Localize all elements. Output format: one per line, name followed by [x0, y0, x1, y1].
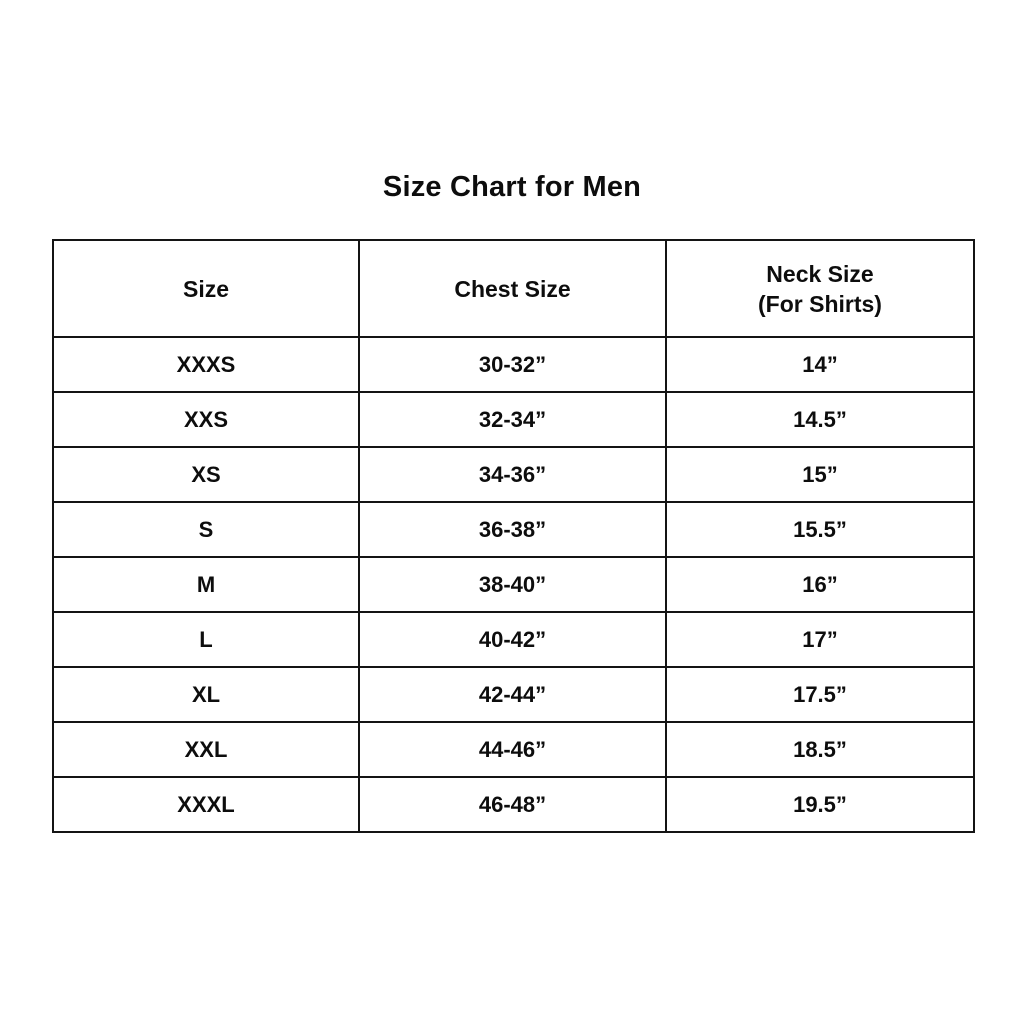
- cell-size: XXS: [52, 391, 360, 448]
- column-header-neck-size: Neck Size (For Shirts): [665, 239, 975, 338]
- table-row: M 38-40” 16”: [52, 556, 975, 613]
- table-row: XXS 32-34” 14.5”: [52, 391, 975, 448]
- cell-size: XS: [52, 446, 360, 503]
- table-row: XXXL 46-48” 19.5”: [52, 776, 975, 833]
- cell-neck: 17.5”: [665, 666, 975, 723]
- column-header-chest-size-label: Chest Size: [454, 275, 571, 302]
- table-row: S 36-38” 15.5”: [52, 501, 975, 558]
- column-header-size: Size: [52, 239, 360, 338]
- column-header-chest-size: Chest Size: [358, 239, 667, 338]
- cell-neck: 18.5”: [665, 721, 975, 778]
- column-header-size-label: Size: [182, 275, 230, 302]
- cell-chest: 36-38”: [358, 501, 667, 558]
- table-row: XS 34-36” 15”: [52, 446, 975, 503]
- cell-size: M: [52, 556, 360, 613]
- cell-neck: 19.5”: [665, 776, 975, 833]
- size-chart-table: Size Chest Size Neck Size (For Shirts) X…: [52, 239, 975, 833]
- cell-chest: 30-32”: [358, 336, 667, 393]
- cell-size: XXXL: [52, 776, 360, 833]
- page-title: Size Chart for Men: [382, 171, 642, 203]
- cell-neck: 16”: [665, 556, 975, 613]
- cell-chest: 34-36”: [358, 446, 667, 503]
- cell-size: L: [52, 611, 360, 668]
- cell-size: S: [52, 501, 360, 558]
- cell-size: XXL: [52, 721, 360, 778]
- cell-neck: 17”: [665, 611, 975, 668]
- cell-size: XL: [52, 666, 360, 723]
- cell-chest: 38-40”: [358, 556, 667, 613]
- table-header: Size Chest Size Neck Size (For Shirts): [52, 239, 975, 338]
- size-chart-table-container: Size Chest Size Neck Size (For Shirts) X…: [52, 239, 975, 833]
- table-row: XXXS 30-32” 14”: [52, 336, 975, 393]
- table-row: XL 42-44” 17.5”: [52, 666, 975, 723]
- table-header-row: Size Chest Size Neck Size (For Shirts): [52, 239, 975, 338]
- table-row: XXL 44-46” 18.5”: [52, 721, 975, 778]
- column-header-neck-size-sublabel: (For Shirts): [758, 290, 882, 317]
- cell-chest: 46-48”: [358, 776, 667, 833]
- table-row: L 40-42” 17”: [52, 611, 975, 668]
- cell-neck: 14”: [665, 336, 975, 393]
- cell-neck: 14.5”: [665, 391, 975, 448]
- column-header-neck-size-label: Neck Size: [766, 260, 874, 287]
- cell-chest: 44-46”: [358, 721, 667, 778]
- cell-neck: 15.5”: [665, 501, 975, 558]
- cell-chest: 42-44”: [358, 666, 667, 723]
- cell-size: XXXS: [52, 336, 360, 393]
- cell-chest: 32-34”: [358, 391, 667, 448]
- cell-chest: 40-42”: [358, 611, 667, 668]
- table-body: XXXS 30-32” 14” XXS 32-34” 14.5” XS 34-3…: [52, 336, 975, 833]
- cell-neck: 15”: [665, 446, 975, 503]
